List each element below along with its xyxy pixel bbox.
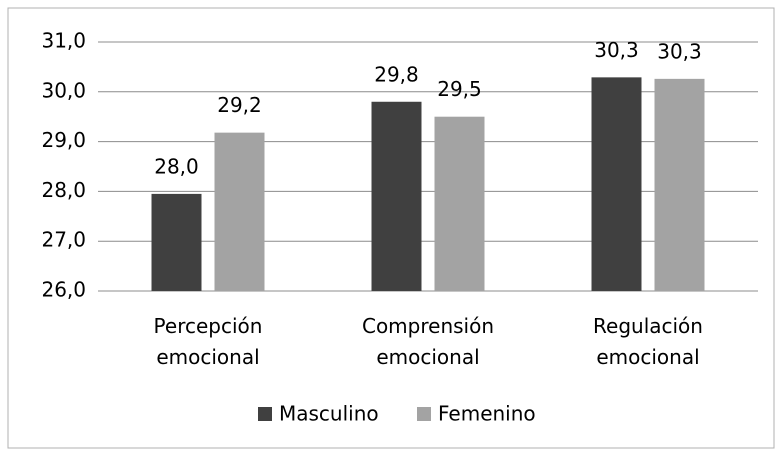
data-label: 30,3 <box>657 39 702 63</box>
bar <box>591 77 642 291</box>
x-tick-label: Comprensión emocional <box>362 314 494 369</box>
y-tick-label: 27,0 <box>41 228 86 252</box>
data-label: 30,3 <box>594 38 639 62</box>
bar <box>151 193 202 291</box>
bar <box>371 101 422 291</box>
data-label: 29,8 <box>374 62 419 86</box>
legend-swatch <box>258 407 272 421</box>
legend-label: Femenino <box>438 402 536 426</box>
y-tick-label: 30,0 <box>41 78 86 102</box>
x-tick-label: Percepción emocional <box>154 314 263 369</box>
legend-label: Masculino <box>279 402 379 426</box>
data-label: 29,5 <box>437 77 482 101</box>
y-tick-label: 29,0 <box>41 128 86 152</box>
data-label: 29,2 <box>217 93 262 117</box>
y-tick-label: 28,0 <box>41 178 86 202</box>
bar <box>434 116 485 291</box>
data-label: 28,0 <box>154 154 199 178</box>
y-tick-label: 31,0 <box>41 29 86 53</box>
bar <box>214 132 265 291</box>
bar <box>654 78 705 292</box>
legend-swatch <box>417 407 431 421</box>
x-tick-label: Regulación emocional <box>593 314 703 369</box>
y-tick-label: 26,0 <box>41 278 86 302</box>
